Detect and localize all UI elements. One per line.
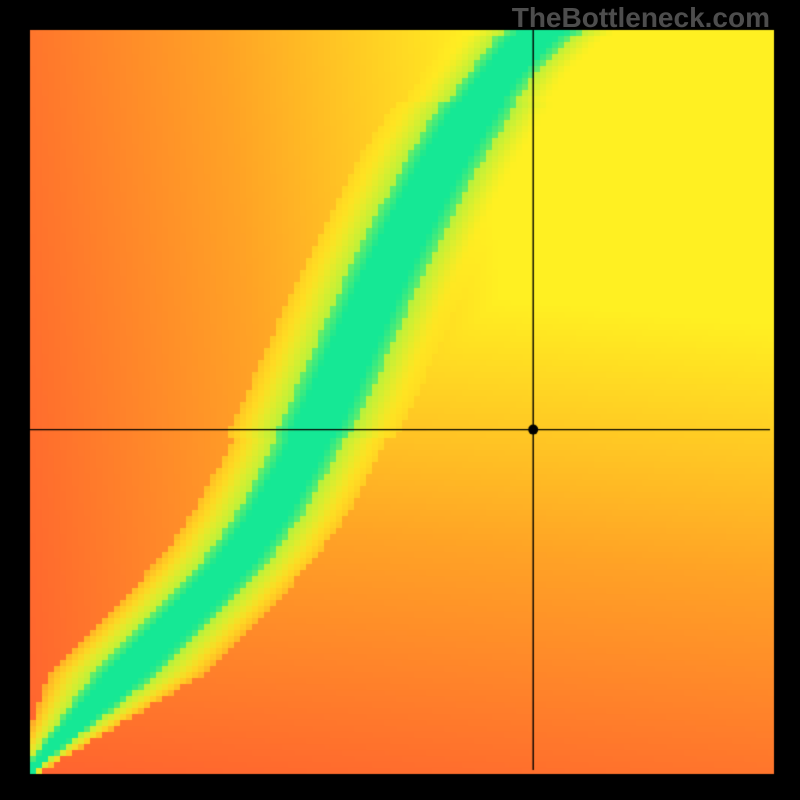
bottleneck-heatmap bbox=[0, 0, 800, 800]
chart-container: TheBottleneck.com bbox=[0, 0, 800, 800]
watermark-text: TheBottleneck.com bbox=[512, 2, 770, 34]
